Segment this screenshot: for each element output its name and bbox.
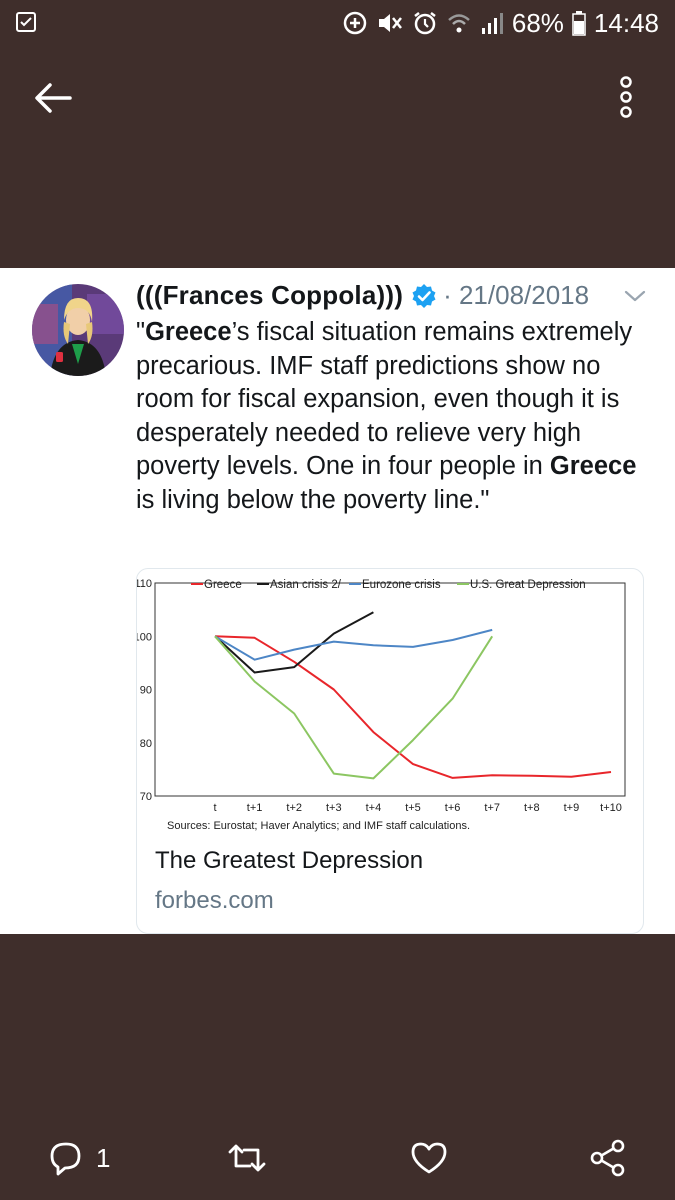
plot-frame bbox=[154, 582, 626, 797]
x-tick-label: t+7 bbox=[484, 802, 500, 814]
x-tick-label: t+8 bbox=[524, 802, 540, 814]
app-bar bbox=[0, 46, 675, 146]
signal-icon bbox=[481, 13, 503, 34]
author-name[interactable]: (((Frances Coppola))) bbox=[136, 280, 404, 310]
retweet-button[interactable] bbox=[226, 1136, 268, 1180]
tweet-card[interactable]: (((Frances Coppola))) · 21/08/2018 "Gree… bbox=[0, 268, 675, 934]
tweet-header: (((Frances Coppola))) · 21/08/2018 bbox=[136, 280, 589, 311]
retweet-icon bbox=[228, 1144, 266, 1172]
tweet-text-segment: is living below the poverty line." bbox=[136, 485, 490, 514]
series-line-1 bbox=[214, 611, 374, 674]
back-arrow-icon[interactable] bbox=[30, 78, 76, 118]
legend-label-2: Eurozone crisis bbox=[362, 579, 441, 591]
share-icon bbox=[590, 1139, 625, 1177]
chart-source: Sources: Eurostat; Haver Analytics; and … bbox=[167, 820, 470, 832]
battery-percent: 68% bbox=[511, 7, 564, 38]
series-line-3 bbox=[214, 635, 494, 780]
series-line-2 bbox=[214, 628, 493, 661]
y-tick-label: 90 bbox=[140, 685, 152, 697]
y-tick-label: 100 bbox=[137, 631, 152, 643]
x-tick-label: t+6 bbox=[445, 802, 461, 814]
y-tick-label: 70 bbox=[140, 791, 152, 803]
share-button[interactable] bbox=[588, 1136, 628, 1180]
tweet-text-highlight: Greece bbox=[145, 318, 232, 346]
x-tick-label: t+1 bbox=[247, 802, 263, 814]
x-tick-label: t+4 bbox=[366, 802, 382, 814]
y-tick-label: 80 bbox=[140, 738, 152, 750]
y-tick-label: 110 bbox=[137, 578, 152, 590]
legend-label-0: Greece bbox=[204, 579, 242, 591]
tweet-text: "Greece’s fiscal situation remains extre… bbox=[136, 316, 656, 518]
more-options-icon[interactable] bbox=[610, 74, 642, 120]
legend-label-1: Asian crisis 2/ bbox=[270, 579, 342, 591]
link-preview-card[interactable]: 70 80 90 100 110 t t+1 t+2 t+3 t+4 t+5 t+6 t+7 t+8 t+9… bbox=[136, 568, 644, 934]
x-tick-label: t+2 bbox=[286, 802, 302, 814]
data-saver-icon bbox=[343, 11, 367, 35]
chart-image: 70 80 90 100 110 t t+1 t+2 t+3 t+4 t+5 t+6 t+7 t+8 t+9… bbox=[137, 578, 626, 832]
tweet-date[interactable]: · 21/08/2018 bbox=[443, 280, 590, 310]
link-title: The Greatest Depression bbox=[155, 847, 424, 874]
x-tick-label: t bbox=[213, 802, 216, 814]
reply-button[interactable]: 1 bbox=[48, 1136, 110, 1180]
legend-label-3: U.S. Great Depression bbox=[470, 579, 586, 591]
link-domain: forbes.com bbox=[155, 887, 274, 914]
status-bar: 68% 14:48 bbox=[0, 0, 675, 46]
tweet-text-highlight: Greece bbox=[549, 452, 637, 481]
battery-icon bbox=[572, 11, 586, 36]
x-tick-label: t+5 bbox=[405, 802, 421, 814]
verified-badge-icon bbox=[412, 283, 436, 308]
x-tick-label: t+3 bbox=[326, 802, 342, 814]
like-button[interactable] bbox=[410, 1136, 448, 1180]
wifi-icon bbox=[448, 14, 470, 33]
tweet-actions: 1 bbox=[0, 1128, 675, 1188]
x-tick-label: t+10 bbox=[600, 802, 622, 814]
alarm-icon bbox=[414, 12, 436, 35]
tweet-text-segment: ’s fiscal situation remains extremely pr… bbox=[136, 318, 633, 481]
avatar[interactable] bbox=[32, 284, 124, 376]
x-tick-label: t+9 bbox=[564, 802, 580, 814]
reply-count: 1 bbox=[96, 1142, 111, 1173]
clock: 14:48 bbox=[593, 7, 659, 38]
chevron-down-icon[interactable] bbox=[622, 286, 648, 306]
notification-icon bbox=[16, 12, 36, 32]
mute-icon bbox=[378, 14, 402, 32]
tweet-text-segment: " bbox=[136, 318, 146, 346]
reply-icon bbox=[50, 1142, 81, 1176]
heart-icon bbox=[411, 1142, 447, 1174]
